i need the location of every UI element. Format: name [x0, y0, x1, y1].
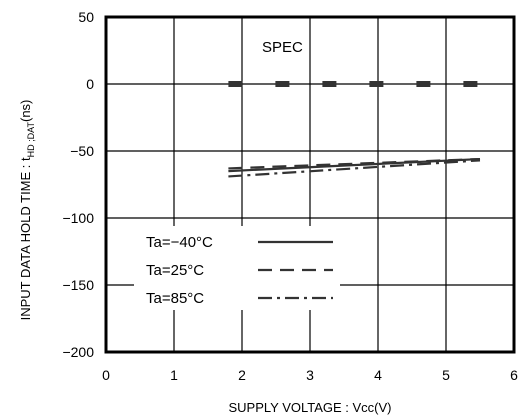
y-tick-label: 50 — [78, 9, 94, 25]
legend-label-2: Ta=25°C — [146, 262, 204, 279]
legend-label-3: Ta=85°C — [146, 290, 204, 307]
x-tick-label: 4 — [374, 367, 382, 383]
x-tick-label: 2 — [238, 367, 246, 383]
legend-label-1: Ta=−40°C — [146, 234, 213, 251]
y-tick-label: −100 — [62, 210, 94, 226]
y-axis-title-unit: (ns) — [18, 100, 33, 122]
y-tick-label: −200 — [62, 344, 94, 360]
y-tick-label: 0 — [86, 76, 94, 92]
legend-background — [134, 226, 340, 310]
y-tick-label: −150 — [62, 277, 94, 293]
plot-data — [228, 81, 481, 178]
legend: Ta=−40°C Ta=25°C Ta=85°C — [146, 234, 333, 307]
x-tick-label: 0 — [102, 367, 110, 383]
x-tick-label: 1 — [170, 367, 178, 383]
series-line-3 — [228, 159, 481, 178]
x-axis-title: SUPPLY VOLTAGE : Vcc(V) — [228, 400, 391, 415]
y-tick-label: −50 — [70, 143, 94, 159]
x-tick-label: 5 — [442, 367, 450, 383]
x-tick-label: 6 — [510, 367, 518, 383]
series-line-2 — [228, 157, 481, 170]
y-axis-title-subscript: HD ;DAT — [26, 122, 36, 158]
tick-labels: 0 1 2 3 4 5 6 50 0 −50 −100 −150 −200 — [62, 9, 518, 383]
plot-frame — [104, 15, 516, 354]
y-axis-title: INPUT DATA HOLD TIME : tHD ;DAT(ns) — [18, 100, 36, 321]
spec-label: SPEC — [262, 39, 303, 56]
series-line-1 — [228, 157, 481, 173]
y-axis-title-main: INPUT DATA HOLD TIME : t — [18, 157, 33, 320]
x-tick-label: 3 — [306, 367, 314, 383]
